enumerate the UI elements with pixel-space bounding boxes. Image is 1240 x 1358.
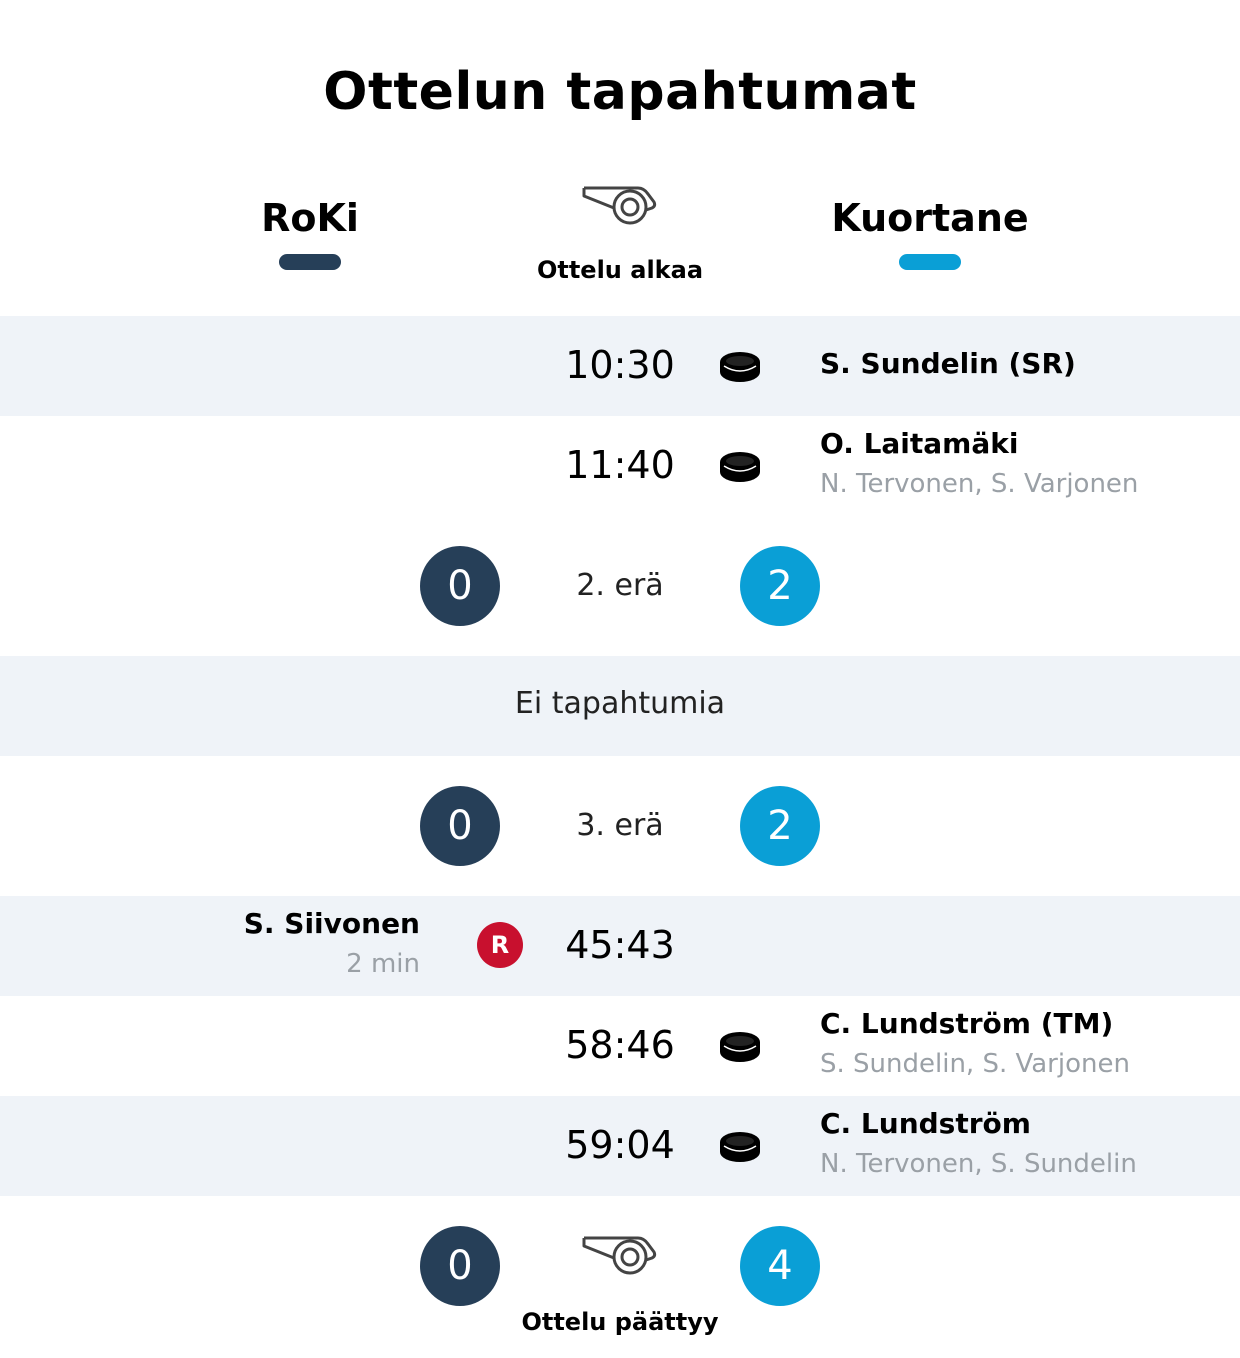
- home-score: 0: [420, 546, 500, 626]
- event-time: 58:46: [565, 1023, 675, 1067]
- puck-icon: [718, 1026, 762, 1066]
- event-row: [0, 896, 1240, 996]
- home-team-name: RoKi: [261, 196, 359, 240]
- goal-assists: S. Sundelin, S. Varjonen: [820, 1049, 1130, 1079]
- event-row: [0, 316, 1240, 416]
- goal-scorer: S. Sundelin (SR): [820, 347, 1076, 380]
- penalty-duration: 2 min: [346, 949, 420, 979]
- away-final-score: 4: [740, 1226, 820, 1306]
- home-team-color-bar: [279, 254, 341, 270]
- goal-scorer: O. Laitamäki: [820, 427, 1019, 460]
- period-label: 3. erä: [576, 808, 664, 843]
- goal-assists: N. Tervonen, S. Varjonen: [820, 469, 1139, 499]
- event-time: 45:43: [565, 923, 675, 967]
- page-title: Ottelun tapahtumat: [323, 62, 917, 122]
- home-final-score: 0: [420, 1226, 500, 1306]
- puck-icon: [718, 446, 762, 486]
- goal-assists: N. Tervonen, S. Sundelin: [820, 1149, 1137, 1179]
- away-score: 2: [740, 786, 820, 866]
- period-label: 2. erä: [576, 568, 664, 603]
- event-time: 59:04: [565, 1123, 675, 1167]
- match-end-label: Ottelu päättyy: [521, 1308, 719, 1336]
- penalty-player: S. Siivonen: [243, 907, 420, 940]
- goal-scorer: C. Lundström (TM): [820, 1007, 1114, 1040]
- event-time: 11:40: [565, 443, 675, 487]
- no-events-label: Ei tapahtumia: [514, 686, 726, 721]
- match-start-label: Ottelu alkaa: [536, 256, 704, 284]
- home-score: 0: [420, 786, 500, 866]
- away-score: 2: [740, 546, 820, 626]
- goal-scorer: C. Lundström: [820, 1107, 1031, 1140]
- whistle-icon: [580, 180, 660, 230]
- puck-icon: [718, 1126, 762, 1166]
- away-team-name: Kuortane: [831, 196, 1029, 240]
- penalty-badge: R: [477, 922, 523, 968]
- event-row: [0, 656, 1240, 756]
- away-team-color-bar: [899, 254, 961, 270]
- whistle-icon: [580, 1230, 660, 1280]
- puck-icon: [718, 346, 762, 386]
- event-row: [0, 1096, 1240, 1196]
- event-time: 10:30: [565, 343, 675, 387]
